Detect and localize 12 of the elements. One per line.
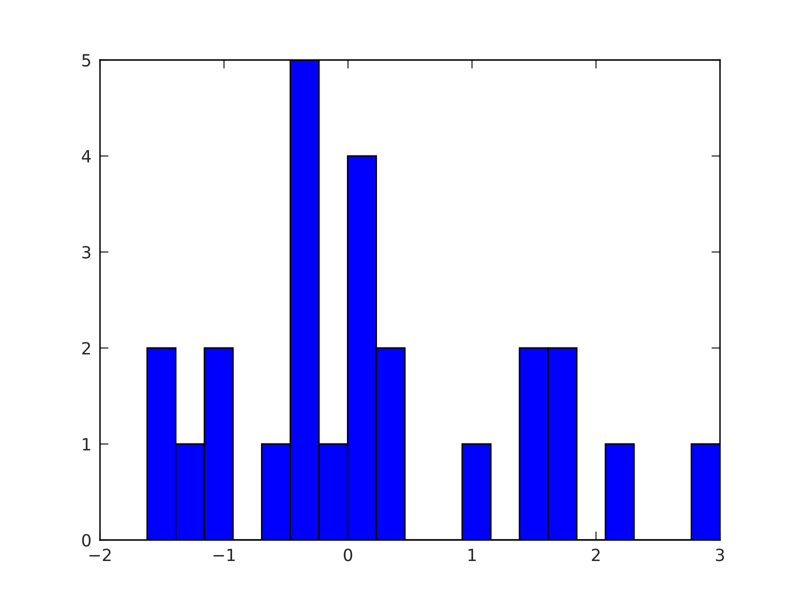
y-tick-label: 5	[82, 54, 90, 67]
y-tick-label: 1	[82, 438, 90, 450]
y-tick-label: 0	[82, 534, 91, 547]
x-tick-label: −2	[89, 548, 111, 561]
x-tick-label: 0	[344, 548, 352, 562]
y-tick-label: 2	[82, 342, 90, 354]
x-tick-label: 3	[716, 548, 724, 562]
x-tick-label: −1	[213, 548, 235, 561]
y-tick-label: 3	[82, 246, 90, 259]
x-tick-label: 2	[592, 548, 600, 561]
y-tick-label: 4	[82, 150, 91, 162]
x-tick-label: 1	[468, 548, 476, 561]
